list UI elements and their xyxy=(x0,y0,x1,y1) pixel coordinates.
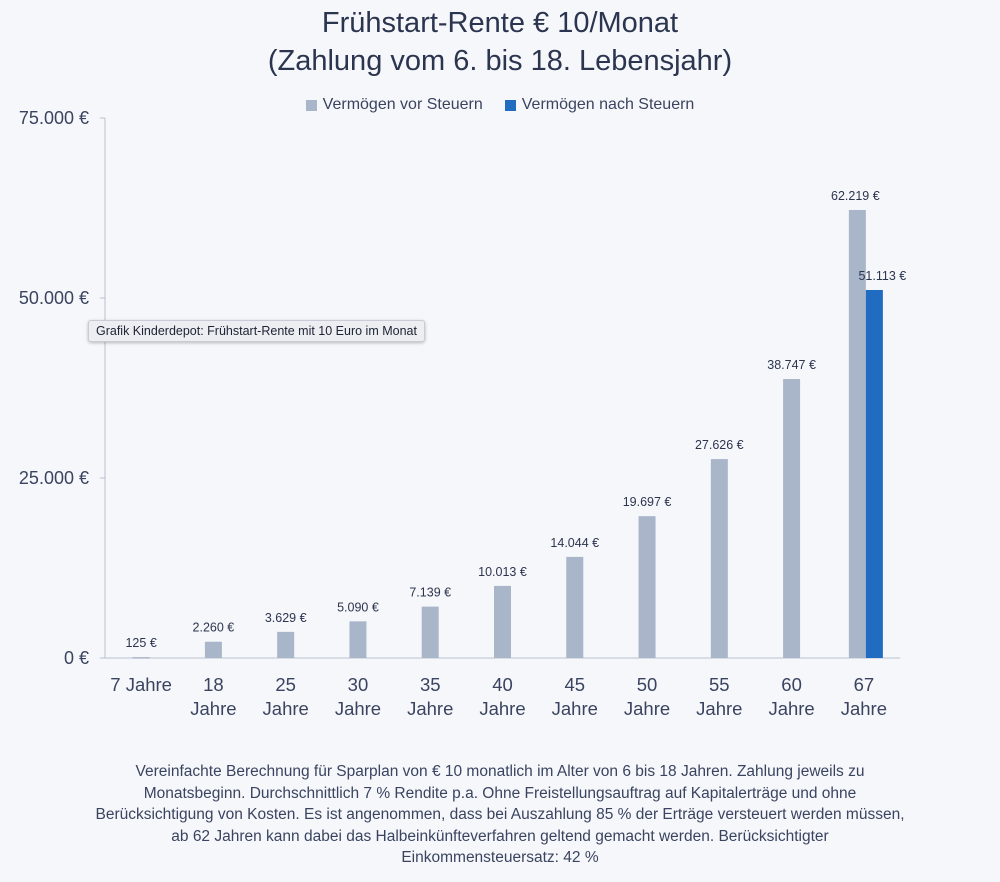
x-tick-label: 30 xyxy=(348,674,369,695)
chart-legend: Vermögen vor Steuern Vermögen nach Steue… xyxy=(0,96,1000,114)
legend-item-before-tax[interactable]: Vermögen vor Steuern xyxy=(305,96,483,114)
bar-before-tax xyxy=(349,621,367,658)
x-tick-label: Jahre xyxy=(479,698,525,719)
bar-value-label: 38.747 € xyxy=(767,358,816,372)
x-tick-label: 7 Jahre xyxy=(110,674,172,695)
x-tick-label: 18 xyxy=(203,674,224,695)
bar-value-label: 2.260 € xyxy=(193,621,235,635)
x-tick-label: 40 xyxy=(492,674,513,695)
bar-chart: 0 € 25.000 € 50.000 € 75.000 € 125 € 7 Jahre 2… xyxy=(19,108,906,719)
bar-before-tax xyxy=(848,210,866,658)
x-tick-label: Jahre xyxy=(407,698,453,719)
x-tick-label: Jahre xyxy=(768,698,814,719)
x-tick-label: Jahre xyxy=(335,698,381,719)
bar-value-label: 3.629 € xyxy=(265,611,307,625)
bar-value-label: 19.697 € xyxy=(623,495,672,509)
bar-value-label: 5.090 € xyxy=(337,600,379,614)
x-tick-label: Jahre xyxy=(263,698,309,719)
bar-before-tax xyxy=(277,631,295,658)
chart-footnote: Vereinfachte Berechnung für Sparplan von… xyxy=(95,763,905,866)
legend-label-before-tax: Vermögen vor Steuern xyxy=(322,96,483,113)
legend-swatch-after-tax xyxy=(504,99,516,111)
x-tick-label: 67 xyxy=(854,674,875,695)
legend-swatch-before-tax xyxy=(305,99,317,111)
legend-label-after-tax: Vermögen nach Steuern xyxy=(521,96,695,113)
x-tick-label: 60 xyxy=(781,674,802,695)
y-tick-label: 25.000 € xyxy=(19,468,89,488)
bar-value-label: 7.139 € xyxy=(409,586,451,600)
x-tick-label: 50 xyxy=(637,674,658,695)
y-tick-label: 0 € xyxy=(64,648,89,668)
bar-before-tax xyxy=(204,641,222,658)
chart-title-block: Frühstart-Rente € 10/Monat (Zahlung vom … xyxy=(0,4,1000,80)
x-tick-label: Jahre xyxy=(841,698,887,719)
y-tick-label: 50.000 € xyxy=(19,288,89,308)
legend-item-after-tax[interactable]: Vermögen nach Steuern xyxy=(504,96,695,114)
bar-value-label: 14.044 € xyxy=(550,536,599,550)
x-tick-label: 45 xyxy=(564,674,585,695)
bar-before-tax xyxy=(710,459,728,658)
bar-after-tax xyxy=(865,289,883,658)
bar-before-tax xyxy=(638,516,656,658)
bar-before-tax xyxy=(494,585,511,658)
x-tick-label: Jahre xyxy=(624,698,670,719)
chart-title: Frühstart-Rente € 10/Monat xyxy=(321,7,679,39)
bar-value-label: 125 € xyxy=(125,636,156,650)
bar-value-label: 51.113 € xyxy=(858,269,906,283)
x-tick-label: 25 xyxy=(275,674,296,695)
bar-value-label: 10.013 € xyxy=(478,565,527,579)
x-tick-label: Jahre xyxy=(552,698,598,719)
y-tick-label: 75.000 € xyxy=(19,108,89,128)
x-tick-label: Jahre xyxy=(696,698,742,719)
bar-before-tax xyxy=(132,657,150,659)
bar-value-label: 62.219 € xyxy=(831,189,880,203)
chart-tooltip: Grafik Kinderdepot: Frühstart-Rente mit … xyxy=(88,320,425,342)
chart-subtitle: (Zahlung vom 6. bis 18. Lebensjahr) xyxy=(267,45,733,77)
bar-before-tax xyxy=(783,379,801,658)
x-tick-label: 35 xyxy=(420,674,441,695)
x-tick-label: 55 xyxy=(709,674,730,695)
bar-value-label: 27.626 € xyxy=(695,438,744,452)
bar-before-tax xyxy=(421,606,439,658)
x-tick-label: Jahre xyxy=(190,698,236,719)
bar-before-tax xyxy=(566,556,584,658)
